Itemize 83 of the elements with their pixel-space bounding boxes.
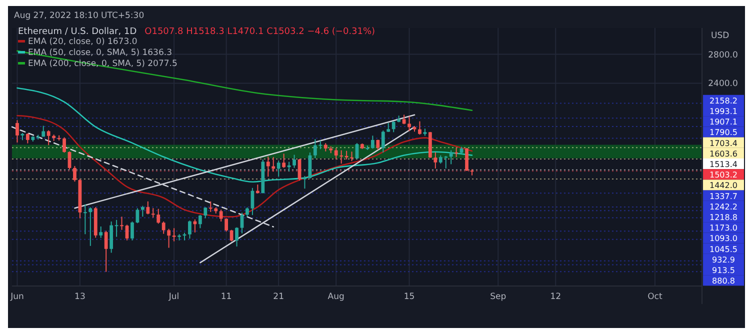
- candlestick: [125, 224, 129, 241]
- candlestick: [282, 153, 286, 168]
- ref-line-label: 1045.5: [710, 244, 738, 254]
- candlestick: [454, 147, 458, 158]
- legend-label: EMA (20, close, 0) 1673.0: [28, 37, 138, 47]
- candlestick: [434, 152, 438, 169]
- candlestick: [235, 226, 238, 247]
- x-tick-label: 15: [404, 292, 415, 302]
- candlestick: [340, 150, 344, 164]
- ref-line-label: 1093.0: [710, 234, 738, 244]
- text: Aug 27, 2022 18:10 UTC+5:30: [14, 11, 144, 21]
- candlestick: [110, 221, 114, 254]
- ref-line-label: 1337.7: [710, 192, 738, 201]
- candlestick: [219, 209, 223, 222]
- candlestick: [130, 221, 134, 241]
- ref-line-label: 1173.0: [710, 224, 738, 233]
- candlestick: [146, 200, 150, 215]
- candlestick: [370, 135, 374, 150]
- candlestick: [151, 208, 155, 218]
- candlestick: [162, 221, 166, 234]
- candlestick: [62, 136, 66, 154]
- line-series: [16, 50, 473, 112]
- ref-line-label: 1218.8: [710, 213, 738, 222]
- candlestick: [26, 132, 30, 144]
- ref-line-label: 1907.1: [710, 118, 738, 127]
- candlestick: [418, 120, 422, 136]
- ref-line-label: 1603.6: [710, 149, 738, 158]
- candlestick: [73, 166, 76, 182]
- candlestick: [350, 151, 354, 162]
- x-tick-label: Aug: [328, 292, 344, 302]
- x-tick-label: 11: [220, 292, 232, 302]
- candlestick: [104, 230, 108, 272]
- y-axis-title: USD: [711, 31, 730, 41]
- ref-line-label: 2158.2: [710, 96, 738, 106]
- candlestick: [355, 142, 359, 160]
- ref-line-label: 1503.2: [710, 170, 738, 180]
- candlestick: [408, 116, 411, 132]
- ref-line-label: 1790.5: [710, 128, 738, 138]
- candlestick: [292, 154, 296, 168]
- candlestick: [188, 220, 192, 240]
- candlestick: [172, 228, 176, 242]
- candlestick: [449, 150, 453, 165]
- line-series: [16, 114, 473, 218]
- candlestick: [46, 130, 50, 146]
- candlestick: [208, 200, 212, 212]
- x-tick-label: Sep: [490, 292, 506, 302]
- x-tick-label: Oct: [648, 292, 663, 302]
- candlestick: [88, 206, 92, 246]
- candlestick: [167, 228, 171, 248]
- x-tick-label: 21: [273, 292, 284, 302]
- ref-line-label: 1993.1: [710, 107, 738, 116]
- y-tick-label: 2400.0: [708, 79, 738, 90]
- ref-line-label: 1703.4: [710, 138, 738, 148]
- candlestick: [392, 120, 396, 133]
- candlestick: [83, 204, 87, 235]
- candlestick: [246, 206, 249, 218]
- ref-line-label: 913.5: [712, 266, 735, 275]
- ref-line-label: 1242.2: [710, 202, 738, 212]
- candlestick: [376, 139, 380, 150]
- candlestick: [334, 148, 338, 160]
- candlestick: [120, 216, 124, 230]
- y-tick-label: 2800.0: [708, 50, 738, 60]
- ref-line-label: 1513.4: [710, 160, 738, 169]
- candlestick: [140, 205, 144, 218]
- candlestick: [276, 160, 280, 178]
- chart-title: Ethereum / U.S. Dollar, 1D: [18, 27, 137, 37]
- candlestick: [198, 214, 202, 229]
- line-series: [16, 87, 473, 183]
- x-tick-label: 12: [550, 292, 562, 302]
- x-tick-label: Jul: [168, 292, 180, 302]
- chart-subtitle: O1507.8 H1518.3 L1470.1 C1503.2 −4.6 (−0.31%): [144, 27, 376, 37]
- candlestick: [156, 208, 160, 224]
- ref-line-label: 1442.0: [710, 181, 738, 190]
- candlestick: [381, 130, 385, 154]
- candlestick: [465, 147, 468, 172]
- x-tick-label: 13: [74, 292, 86, 302]
- candlestick: [99, 226, 103, 238]
- ref-line-label: 880.8: [712, 276, 735, 286]
- x-tick-label: Jun: [10, 292, 24, 302]
- ref-line-label: 932.9: [712, 255, 735, 264]
- candlestick: [224, 218, 228, 232]
- candlestick: [16, 120, 19, 143]
- candlestick: [266, 156, 270, 178]
